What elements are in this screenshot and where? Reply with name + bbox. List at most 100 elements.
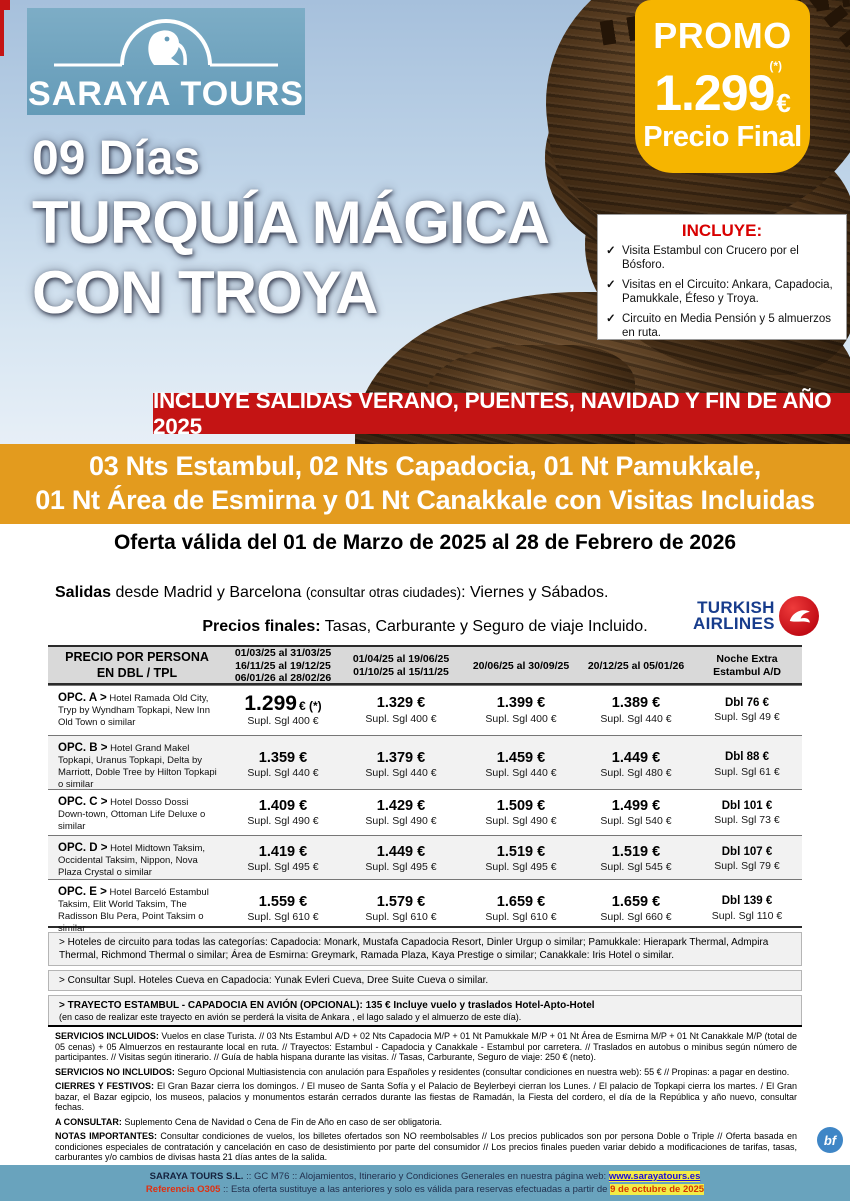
extra-night-price: Dbl 107 € bbox=[721, 845, 773, 858]
single-supplement: Supl. Sgl 490 € bbox=[247, 815, 319, 828]
price-value: 1.429 € bbox=[376, 797, 426, 814]
single-supplement: Supl. Sgl 73 € bbox=[714, 813, 780, 826]
footer-line1: SARAYA TOURS S.L. :: GC M76 :: Alojamien… bbox=[0, 1170, 850, 1183]
bf-logo-icon: bf bbox=[817, 1127, 843, 1153]
table-header-cell: 20/06/25 al 30/09/25 bbox=[472, 659, 570, 672]
featured-price-suffix: € (*) bbox=[298, 699, 322, 714]
table-row-opc-c: OPC. C > Hotel Dosso Dossi Down-town, Ot… bbox=[48, 789, 802, 835]
price-value: 1.359 € bbox=[258, 749, 308, 766]
price-cell: 1.379 € Supl. Sgl 440 € bbox=[340, 736, 462, 794]
legal-lead: NOTAS IMPORTANTES: bbox=[55, 1131, 158, 1141]
price-table: PRECIO POR PERSONA EN DBL / TPL 01/03/25… bbox=[48, 645, 802, 934]
price-cell: 1.409 € Supl. Sgl 490 € bbox=[226, 790, 340, 836]
single-supplement: Supl. Sgl 610 € bbox=[247, 911, 319, 924]
single-supplement: Supl. Sgl 610 € bbox=[485, 911, 557, 924]
single-supplement: Supl. Sgl 49 € bbox=[714, 711, 780, 724]
single-supplement: Supl. Sgl 440 € bbox=[600, 713, 672, 726]
includes-item-text: Visita Estambul con Crucero por el Bósfo… bbox=[622, 245, 799, 272]
includes-box: INCLUYE: ✓ Visita Estambul con Crucero p… bbox=[597, 214, 847, 340]
table-row-opc-b: OPC. B > Hotel Grand Makel Topkapi, Uran… bbox=[48, 735, 802, 790]
price-value: 1.519 € bbox=[611, 843, 661, 860]
price-cell: 1.519 € Supl. Sgl 495 € bbox=[462, 836, 580, 882]
hotel-options-cell: OPC. D > Hotel Midtown Taksim, Occidenta… bbox=[48, 836, 226, 882]
extra-night-price: Dbl 88 € bbox=[724, 751, 770, 764]
price-cell: 1.399 € Supl. Sgl 400 € bbox=[462, 686, 580, 735]
option-label: OPC. C > bbox=[58, 796, 108, 808]
price-value: 1.449 € bbox=[376, 843, 426, 860]
airline-name-top: TURKISH bbox=[697, 597, 775, 617]
footer-registry: :: GC M76 :: Alojamientos, Itinerario y … bbox=[246, 1171, 609, 1182]
final-prices-tail: Tasas, Carburante y Seguro de viaje Incl… bbox=[320, 618, 648, 635]
price-value: 1.459 € bbox=[496, 749, 546, 766]
price-value: 1.579 € bbox=[376, 893, 426, 910]
promo-asterisk: (*) bbox=[769, 59, 782, 73]
price-value: 1.509 € bbox=[496, 797, 546, 814]
legal-divider bbox=[48, 1025, 802, 1027]
legal-text: Suplemento Cena de Navidad o Cena de Fin… bbox=[121, 1116, 443, 1127]
single-supplement: Supl. Sgl 490 € bbox=[485, 815, 557, 828]
extra-night-price: Dbl 76 € bbox=[724, 697, 770, 710]
option-label: OPC. B > bbox=[58, 742, 108, 754]
saraya-logo-icon bbox=[54, 19, 278, 67]
legal-text: Seguro Opcional Multiasistencia con anul… bbox=[174, 1066, 790, 1077]
price-cell: 1.419 € Supl. Sgl 495 € bbox=[226, 836, 340, 882]
includes-item: ✓ Circuito en Media Pensión y 5 almuerzo… bbox=[606, 312, 838, 341]
departures-line: Salidas desde Madrid y Barcelona (consul… bbox=[55, 584, 609, 602]
price-cell: 1.559 € Supl. Sgl 610 € bbox=[226, 880, 340, 938]
single-supplement: Supl. Sgl 545 € bbox=[600, 861, 672, 874]
single-supplement: Supl. Sgl 61 € bbox=[714, 765, 780, 778]
option-label: OPC. A > bbox=[58, 692, 107, 704]
itinerary-banner: 03 Nts Estambul, 02 Nts Capadocia, 01 Nt… bbox=[0, 444, 850, 524]
hero-title-line1: TURQUÍA MÁGICA bbox=[32, 188, 550, 256]
single-supplement: Supl. Sgl 495 € bbox=[365, 861, 437, 874]
departures-lead: Salidas bbox=[55, 584, 112, 601]
includes-item-text: Circuito en Media Pensión y 5 almuerzos … bbox=[622, 312, 832, 339]
table-header-cell: 20/12/25 al 05/01/26 bbox=[587, 659, 685, 672]
legal-lead: CIERRES Y FESTIVOS: bbox=[55, 1081, 155, 1091]
notes-section: > Hoteles de circuito para todas las cat… bbox=[48, 932, 802, 1031]
table-row-opc-e: OPC. E > Hotel Barceló Estambul Taksim, … bbox=[48, 879, 802, 934]
footer-website-link[interactable]: www.sarayatours.es bbox=[608, 1171, 701, 1182]
footer-bar: SARAYA TOURS S.L. :: GC M76 :: Alojamien… bbox=[0, 1165, 850, 1201]
price-cell: 1.659 € Supl. Sgl 610 € bbox=[462, 880, 580, 938]
price-cell: 1.449 € Supl. Sgl 480 € bbox=[580, 736, 692, 794]
single-supplement: Supl. Sgl 490 € bbox=[365, 815, 437, 828]
price-cell: 1.499 € Supl. Sgl 540 € bbox=[580, 790, 692, 836]
hotel-options-cell: OPC. E > Hotel Barceló Estambul Taksim, … bbox=[48, 880, 226, 938]
note-box-cave-hotels: > Consultar Supl. Hoteles Cueva en Capad… bbox=[48, 970, 802, 991]
single-supplement: Supl. Sgl 79 € bbox=[714, 859, 780, 872]
note-flight-sub: (en caso de realizar este trayecto en av… bbox=[59, 1012, 522, 1022]
price-cell: 1.429 € Supl. Sgl 490 € bbox=[340, 790, 462, 836]
saraya-logo-text: SARAYA TOURS bbox=[28, 75, 304, 113]
legal-text: El Gran Bazar cierra los domingos. / El … bbox=[55, 1081, 798, 1112]
price-value: 1.449 € bbox=[611, 749, 661, 766]
departures-mid: desde Madrid y Barcelona bbox=[111, 584, 306, 601]
footer-reference: Referencia O305 bbox=[145, 1184, 221, 1195]
promo-price-badge: PROMO (*) 1.299 € Precio Final bbox=[635, 0, 810, 173]
promo-price: 1.299 € bbox=[654, 68, 791, 117]
price-cell: 1.659 € Supl. Sgl 660 € bbox=[580, 880, 692, 938]
price-value: 1.329 € bbox=[376, 695, 426, 712]
hotel-options-cell: OPC. A > Hotel Ramada Old City, Tryp by … bbox=[48, 686, 226, 735]
legal-text: Consultar condiciones de vuelos, los bil… bbox=[55, 1131, 797, 1162]
season-departures-banner: INCLUYE SALIDAS VERANO, PUENTES, NAVIDAD… bbox=[153, 388, 850, 439]
price-cell: 1.579 € Supl. Sgl 610 € bbox=[340, 880, 462, 938]
footer-line2: Referencia O305 :: Esta oferta sustituye… bbox=[0, 1183, 850, 1196]
price-cell: 1.389 € Supl. Sgl 440 € bbox=[580, 686, 692, 735]
hotel-options-cell: OPC. B > Hotel Grand Makel Topkapi, Uran… bbox=[48, 736, 226, 794]
table-header-row: PRECIO POR PERSONA EN DBL / TPL 01/03/25… bbox=[48, 645, 802, 685]
price-value: 1.379 € bbox=[376, 749, 426, 766]
price-value: 1.559 € bbox=[258, 893, 308, 910]
corner-red-mark bbox=[0, 0, 10, 10]
price-cell: 1.329 € Supl. Sgl 400 € bbox=[340, 686, 462, 735]
single-supplement: Supl. Sgl 440 € bbox=[365, 767, 437, 780]
extra-night-cell: Dbl 101 € Supl. Sgl 73 € bbox=[692, 790, 802, 836]
hero-section: SARAYA TOURS 09 Días TURQUÍA MÁGICA CON … bbox=[0, 0, 850, 444]
legal-lead: A CONSULTAR: bbox=[55, 1116, 122, 1127]
price-value: 1.659 € bbox=[611, 893, 661, 910]
table-header-cell: 01/03/25 al 31/03/25 16/11/25 al 19/12/2… bbox=[234, 647, 332, 685]
single-supplement: Supl. Sgl 540 € bbox=[600, 815, 672, 828]
hotel-names: Hotel Dosso Dossi Down-town, Ottoman Lif… bbox=[58, 797, 206, 833]
price-value: 1.389 € bbox=[611, 695, 661, 712]
